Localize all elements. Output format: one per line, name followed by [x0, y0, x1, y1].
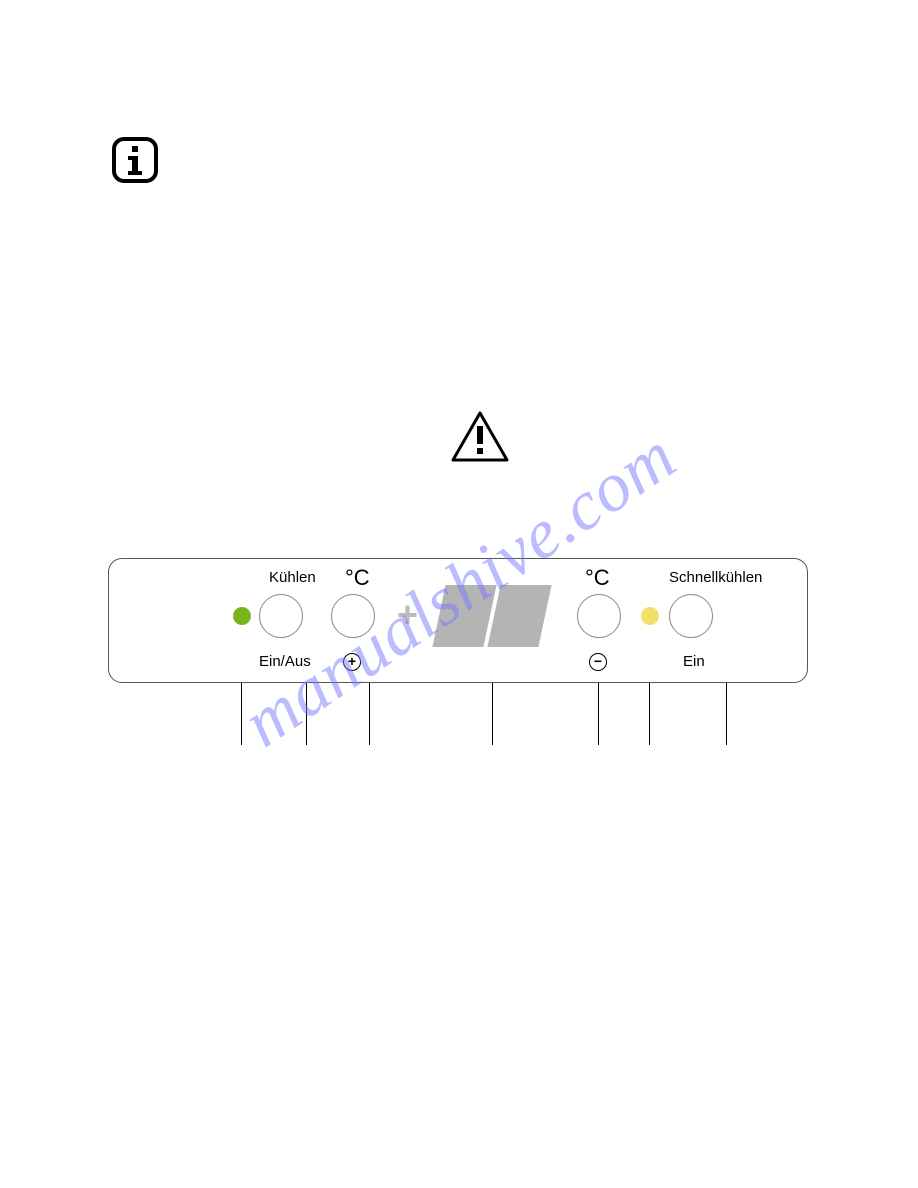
- tick-5: [598, 683, 599, 745]
- tick-6: [649, 683, 650, 745]
- plus-glyph: +: [397, 597, 418, 633]
- info-icon: [110, 135, 160, 185]
- label-degc-right: °C: [585, 565, 610, 591]
- tick-4: [492, 683, 493, 745]
- button-minus-temp[interactable]: [577, 594, 621, 638]
- label-einaus: Ein/Aus: [259, 653, 311, 670]
- indicator-green: [233, 607, 251, 625]
- warning-icon: [450, 410, 510, 464]
- label-kuhlen: Kühlen: [269, 569, 316, 586]
- label-degc-left: °C: [345, 565, 370, 591]
- temperature-display: [432, 585, 551, 647]
- page: Kühlen °C °C Schnellkühlen + Ein/Aus + −…: [0, 0, 918, 1188]
- control-panel: Kühlen °C °C Schnellkühlen + Ein/Aus + −…: [108, 558, 808, 683]
- tick-2: [306, 683, 307, 745]
- circle-plus-icon: +: [343, 653, 361, 671]
- button-einaus[interactable]: [259, 594, 303, 638]
- indicator-yellow: [641, 607, 659, 625]
- circle-minus-icon: −: [589, 653, 607, 671]
- button-plus-temp[interactable]: [331, 594, 375, 638]
- label-ein: Ein: [683, 653, 705, 670]
- button-ein[interactable]: [669, 594, 713, 638]
- tick-1: [241, 683, 242, 745]
- tick-7: [726, 683, 727, 745]
- tick-3: [369, 683, 370, 745]
- label-schnellkuhlen: Schnellkühlen: [669, 569, 762, 586]
